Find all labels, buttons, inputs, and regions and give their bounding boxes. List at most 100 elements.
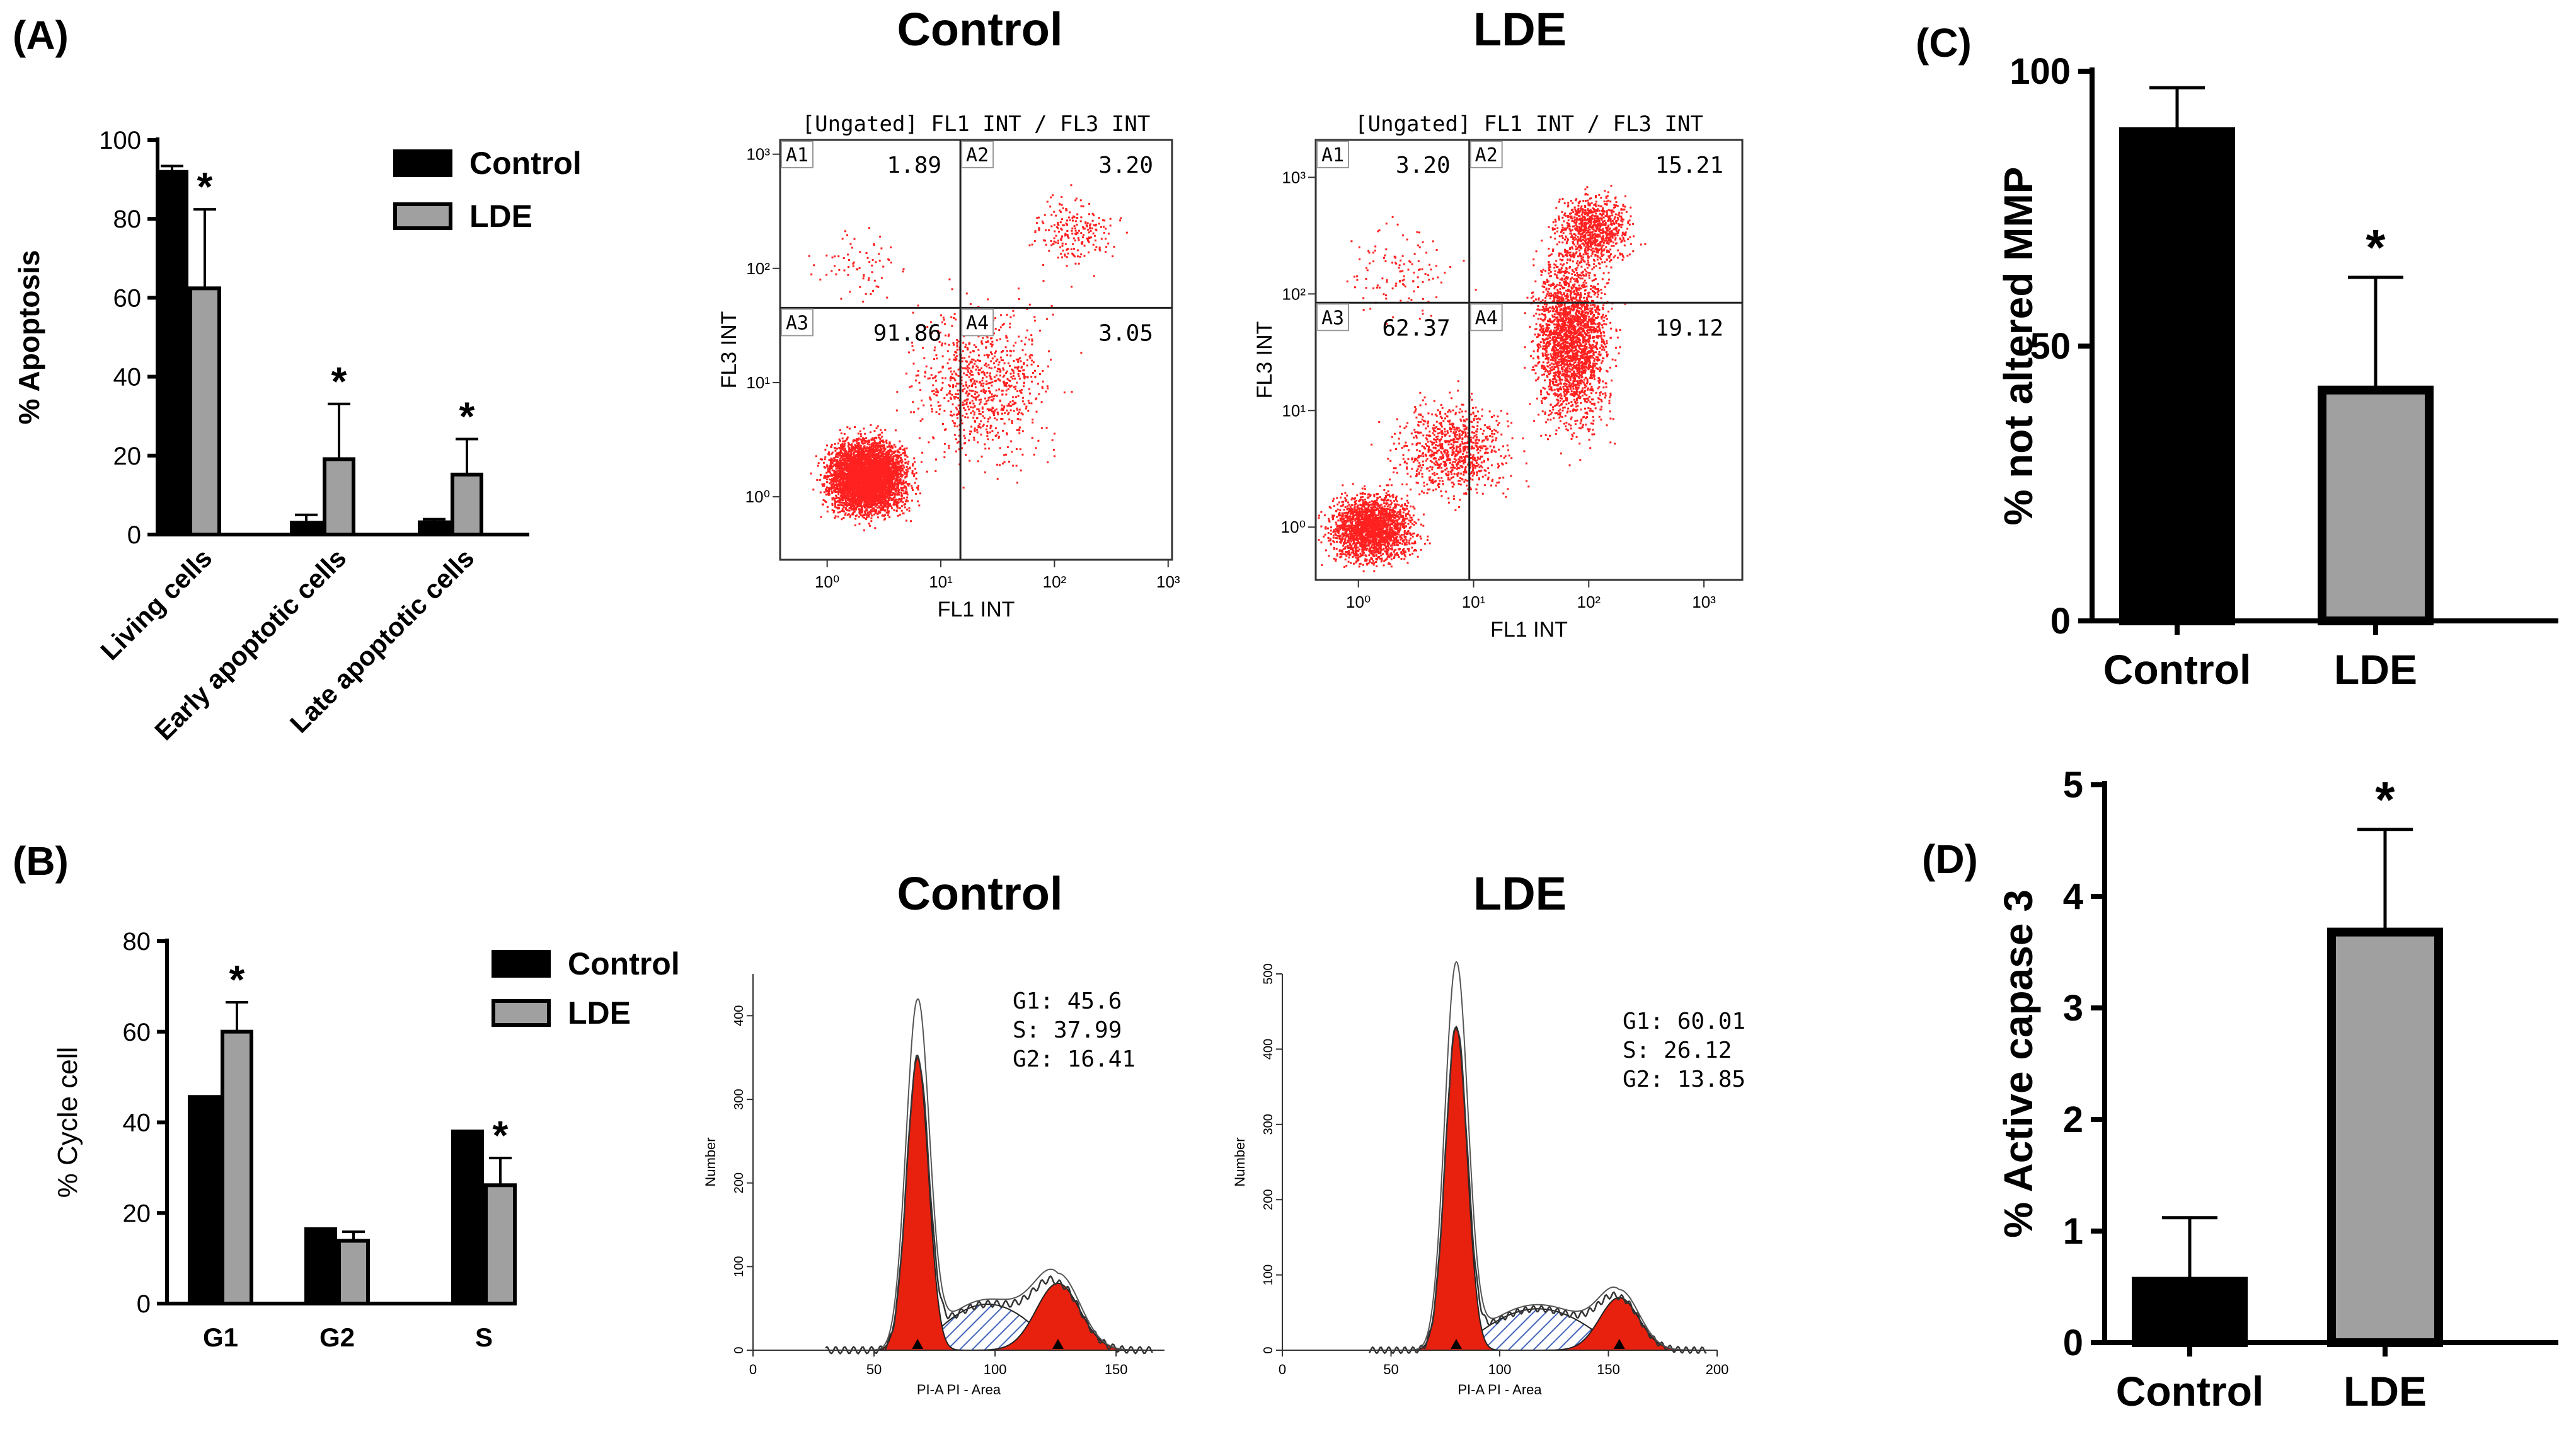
x-tick-label: 50 [866,1362,882,1377]
x-tick-label: 150 [1597,1362,1620,1377]
legend-swatch-lde [492,999,551,1027]
bar-control [156,170,188,536]
phase-stat: G2: 13.85 [1623,1067,1745,1092]
y-tick-label: 10² [1282,284,1306,303]
cell-cycle-histogram-lde: 0 50 100 150 200 0 100 200 300 400 500 PI-A PI - Ar… [1232,961,1745,1397]
category-label: G1 [203,1322,238,1352]
bar-control [418,520,451,536]
y-tick-label: 10³ [746,145,770,164]
legend-swatch-control [492,950,551,978]
bar-control [304,1227,337,1305]
y-tick-label: 200 [1262,1189,1275,1210]
category-label: Control [2103,646,2251,693]
fit-envelope [825,1054,1153,1355]
y-tick-label: 4 [2063,876,2083,917]
y-tick-label: 400 [1262,1039,1275,1060]
significance-star: * [331,359,347,404]
panel-b-lde-title: LDE [1473,867,1567,920]
y-tick-label: 20 [113,443,142,470]
bar-lde [451,472,483,537]
bar-lde [323,457,355,537]
peak-marker [912,1339,924,1349]
significance-star: * [459,394,475,439]
y-axis-label: % not altered MMP [1996,167,2041,526]
caspase-bar-chart: 0 1 2 3 4 5 % Active capase 3 Control * LDE [1996,765,2558,1415]
category-label: S [475,1322,493,1352]
y-tick-label: 0 [732,1346,746,1353]
quadrant-label-box [961,308,994,337]
bar-lde [484,1183,517,1305]
mmp-bar-chart: 0 50 100 % not altered MMP Control * LDE [1996,51,2558,693]
x-tick-label: 0 [749,1362,757,1377]
y-tick-label: 20 [123,1200,151,1227]
bar-control [2132,1276,2248,1348]
quadrant-value: 3.20 [1396,153,1451,178]
quadrant-label: A4 [1475,307,1498,329]
bar-lde [2327,927,2443,1347]
y-axis-label: FL3 INT [1253,321,1277,399]
quadrant-label-box [781,308,814,337]
panel-d-letter: (D) [1922,836,1978,882]
y-tick-label: 80 [123,928,151,956]
raw-histogram [825,998,1153,1351]
plot-title: [Ungated] FL1 INT / FL3 INT [1355,112,1703,137]
y-axis-label: % Cycle cell [52,1047,83,1198]
x-axis-label: FL1 INT [938,598,1015,622]
quadrant-label-box [1469,141,1503,168]
flow-cytometry-lde: [Ungated] FL1 INT / FL3 INT A1 3.20 A2 15.21… [1253,112,1744,642]
x-tick-label: 10⁰ [815,572,839,591]
scatter-dots [808,184,1128,531]
quadrant-value: 15.21 [1655,153,1723,178]
quadrant-label-box [1469,303,1503,332]
legend-swatch-lde [393,202,452,230]
cell-cycle-histogram-control: 0 50 100 150 0 100 200 300 400 PI-A PI - Area Numb… [703,974,1164,1397]
panel-a-lde-title: LDE [1473,3,1567,55]
y-tick-label: 0 [2050,601,2071,642]
quadrant-label: A1 [786,144,808,166]
significance-star: * [229,957,245,1002]
y-tick-label: 500 [1262,963,1275,984]
quadrant-label: A3 [1321,307,1344,329]
plot-frame [1314,139,1744,581]
quadrant-label: A1 [1321,144,1344,166]
y-tick-label: 5 [2063,765,2083,806]
plot-title: [Ungated] FL1 INT / FL3 INT [802,112,1151,137]
flow-cytometry-control: [Ungated] FL1 INT / FL3 INT A1 1.89 A2 3.20 A… [717,112,1180,622]
y-tick-label: 10³ [1282,168,1306,187]
bar-lde [2318,385,2434,625]
quadrant-value: 62.37 [1382,315,1450,341]
x-tick-label: 10⁰ [1346,593,1371,611]
y-tick-label: 3 [2063,988,2083,1029]
category-label: LDE [2334,646,2417,693]
quadrant-label: A2 [1475,144,1498,166]
panel-b-control-title: Control [897,867,1062,920]
y-axis-label: Number [1232,1137,1248,1186]
phase-stat: S: 37.99 [1013,1017,1122,1043]
bar-lde [188,286,221,536]
quadrant-value: 19.12 [1655,315,1723,341]
y-tick-label: 40 [113,364,142,391]
y-tick-label: 0 [137,1290,151,1318]
bar-lde [221,1029,253,1305]
y-axis-label: Number [703,1137,718,1186]
legend-label: Control [568,946,680,981]
y-tick-label: 10¹ [1282,401,1306,420]
significance-star: * [2366,219,2386,275]
panel-a-control-title: Control [897,3,1062,55]
quadrant-label-box [961,141,994,168]
x-tick-label: 150 [1105,1362,1128,1377]
x-tick-label: 10³ [1692,593,1716,611]
y-tick-label: 10¹ [746,373,770,392]
y-axis-label: FL3 INT [717,311,741,389]
y-tick-label: 10⁰ [745,487,770,506]
significance-star: * [2375,772,2395,828]
x-tick-label: 10² [1577,593,1601,611]
y-tick-label: 60 [113,284,142,312]
quadrant-label: A2 [966,144,989,166]
y-tick-label: 50 [2030,326,2071,367]
y-tick-label: 60 [123,1019,151,1046]
x-tick-label: 10¹ [929,572,953,591]
raw-histogram [1369,961,1706,1351]
quadrant-value: 1.89 [887,153,941,178]
